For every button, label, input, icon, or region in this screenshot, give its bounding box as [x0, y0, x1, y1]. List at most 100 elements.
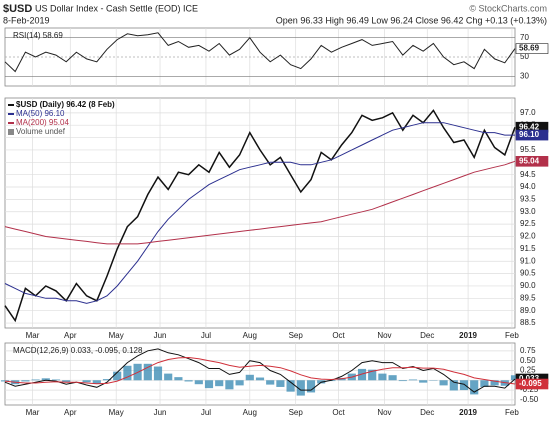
x-tick-label: May	[109, 331, 124, 340]
histogram-bar	[82, 380, 91, 383]
y-tick-label: 70	[520, 33, 529, 42]
y-tick-label: 93.0	[520, 207, 536, 216]
histogram-bar	[255, 377, 265, 381]
histogram-bar	[398, 380, 407, 382]
histogram-bar	[388, 375, 397, 381]
histogram-bar	[225, 380, 234, 390]
series-line	[4, 348, 516, 393]
y-tick-label: 91.0	[520, 256, 536, 265]
histogram-bar	[21, 380, 30, 382]
y-tick-label: 0.50	[520, 356, 536, 365]
y-tick-label: 91.5	[520, 244, 536, 253]
y-tick-label: 94.0	[520, 182, 536, 191]
x-tick-label: Jul	[201, 331, 211, 340]
histogram-bar	[306, 380, 316, 393]
histogram-bar	[368, 369, 377, 381]
x-tick-label: 2019	[459, 408, 477, 417]
x-tick-label: Jun	[154, 408, 167, 417]
histogram-bar	[408, 379, 418, 381]
histogram-bar	[123, 365, 132, 381]
series-line	[4, 122, 515, 304]
y-tick-label: 95.5	[520, 145, 536, 154]
y-tick-label: 0.25	[520, 366, 536, 375]
x-tick-label: Nov	[377, 331, 391, 340]
value-tag-label: 96.10	[519, 130, 540, 139]
annotation: Volume undef	[16, 127, 66, 136]
histogram-bar	[480, 380, 489, 387]
x-tick-label: Oct	[332, 408, 345, 417]
histogram-bar	[296, 380, 305, 396]
histogram-bar	[62, 380, 71, 383]
histogram-bar	[449, 380, 458, 391]
histogram-bar	[419, 380, 428, 383]
x-tick-label: Dec	[420, 331, 434, 340]
title: US Dollar Index - Cash Settle (EOD) ICE	[35, 3, 198, 13]
value-tag-label: 96.42	[519, 122, 540, 131]
y-tick-label: 92.0	[520, 232, 536, 241]
x-tick-label: Aug	[243, 331, 257, 340]
x-tick-label: Oct	[332, 331, 345, 340]
histogram-bar	[194, 380, 203, 385]
x-tick-label: Sep	[289, 331, 304, 340]
histogram-bar	[102, 379, 112, 381]
panel-frame	[4, 342, 516, 406]
x-tick-label: Nov	[377, 408, 391, 417]
y-tick-label: 0.75	[520, 346, 536, 355]
x-tick-label: Aug	[243, 408, 257, 417]
histogram-bar	[276, 380, 285, 387]
histogram-bar	[184, 380, 193, 382]
histogram-bar	[245, 374, 254, 381]
x-tick-label: Jun	[154, 331, 167, 340]
y-tick-label: 92.5	[520, 219, 536, 228]
histogram-bar	[215, 380, 224, 387]
histogram-bar	[459, 380, 469, 391]
x-tick-label: Feb	[505, 331, 519, 340]
histogram-bar	[0, 380, 10, 382]
date: 8-Feb-2019	[3, 15, 50, 25]
y-tick-label: 89.0	[520, 306, 536, 315]
histogram-bar	[174, 377, 183, 381]
histogram-bar	[235, 380, 244, 386]
series-line	[4, 356, 516, 385]
value-tag	[515, 378, 549, 390]
value-tag-label: 0.033	[519, 374, 540, 383]
y-tick-label: 50	[520, 52, 529, 61]
histogram-bar	[510, 375, 520, 381]
x-tick-label: Feb	[505, 408, 519, 417]
value-tag	[515, 129, 549, 141]
y-tick-label: 97.0	[520, 108, 536, 117]
y-tick-label: -0.25	[520, 385, 539, 394]
histogram-bar	[51, 379, 61, 381]
histogram-bar	[41, 378, 50, 381]
panel-title: RSI(14) 58.69	[13, 31, 63, 40]
histogram-bar	[439, 380, 448, 386]
histogram-bar	[490, 380, 499, 386]
series-line	[4, 32, 516, 73]
x-tick-label: Jul	[201, 408, 211, 417]
y-tick-label: 30	[520, 71, 529, 80]
histogram-bar	[266, 380, 275, 385]
y-tick-label: 89.5	[520, 293, 536, 302]
value-tag-label: 58.69	[519, 44, 540, 53]
value-tag	[515, 43, 549, 54]
watermark: © StockCharts.com	[469, 3, 547, 13]
panel-title: MACD(12,26,9) 0.033, -0.095, 0.128	[13, 346, 143, 355]
legend-swatch	[8, 129, 14, 135]
x-tick-label: Apr	[64, 331, 77, 340]
x-tick-label: Mar	[26, 331, 40, 340]
x-tick-label: Dec	[420, 408, 434, 417]
y-tick-label: 90.0	[520, 281, 536, 290]
symbol: $USD	[3, 3, 32, 15]
y-tick-label: 93.5	[520, 195, 536, 204]
histogram-bar	[164, 373, 173, 381]
x-tick-label: 2019	[459, 331, 477, 340]
y-tick-label: -0.50	[520, 395, 539, 404]
value-tag	[515, 156, 549, 167]
histogram-bar	[357, 368, 367, 381]
series-line	[4, 109, 516, 323]
y-tick-label: 90.5	[520, 269, 536, 278]
value-tag-label: -0.095	[519, 379, 542, 388]
histogram-bar	[92, 380, 101, 384]
y-tick-label: 94.5	[520, 170, 536, 179]
